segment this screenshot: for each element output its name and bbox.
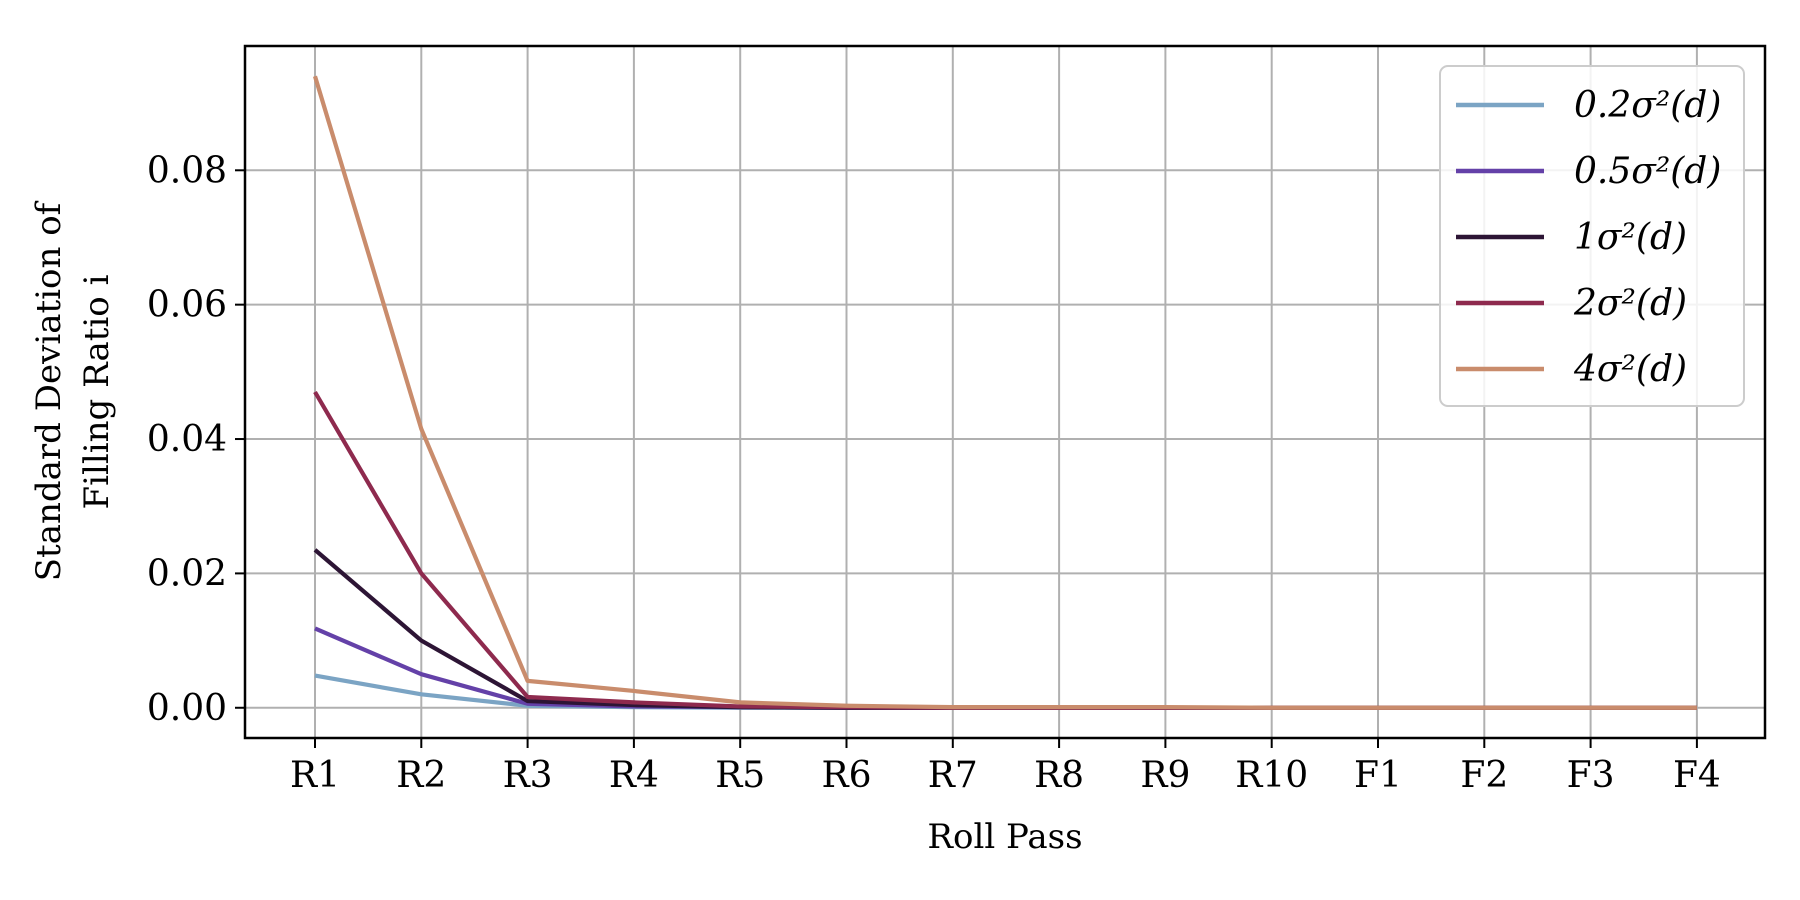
- x-tick-label: F2: [1460, 755, 1508, 796]
- x-axis: R1 R2 R3 R4 R5 R6 R7 R8 R9 R10 F1 F2 F3 F4: [290, 738, 1721, 796]
- y-tick-label: 0.08: [147, 150, 227, 191]
- x-tick-label: F4: [1673, 755, 1721, 796]
- legend: 0.2σ²(d) 0.5σ²(d) 1σ²(d) 2σ²(d) 4σ²(d): [1439, 65, 1745, 407]
- x-tick-label: F3: [1567, 755, 1615, 796]
- x-tick-label: R2: [396, 755, 446, 796]
- series-lines: [312, 75, 1697, 710]
- legend-label: 0.5σ²(d): [1574, 151, 1721, 192]
- x-tick-label: R5: [715, 755, 765, 796]
- series-line-4: [312, 75, 1697, 710]
- legend-box: [1439, 65, 1745, 407]
- plot-area: [243, 44, 1767, 740]
- x-tick-label: R4: [609, 755, 659, 796]
- x-tick-label: F1: [1354, 755, 1402, 796]
- x-tick-label: R10: [1235, 755, 1308, 796]
- y-tick-label: 0.06: [147, 285, 227, 326]
- legend-label: 2σ²(d): [1573, 283, 1687, 324]
- x-axis-label: Roll Pass: [927, 817, 1082, 857]
- legend-label: 1σ²(d): [1574, 217, 1687, 258]
- x-tick-label: R8: [1034, 755, 1084, 796]
- x-tick-label: R6: [821, 755, 871, 796]
- y-axis-label-line: Filling Ratio i: [77, 274, 117, 509]
- y-tick-label: 0.00: [147, 688, 227, 729]
- x-tick-label: R1: [290, 755, 340, 796]
- x-tick-label: R7: [928, 755, 978, 796]
- y-axis-label: Standard Deviation of Filling Ratio i: [29, 200, 117, 581]
- y-tick-label: 0.04: [147, 419, 227, 460]
- x-tick-label: R9: [1140, 755, 1190, 796]
- legend-label: 4σ²(d): [1573, 349, 1687, 390]
- y-axis: 0.00 0.02 0.04 0.06 0.08: [147, 150, 245, 729]
- legend-label: 0.2σ²(d): [1574, 85, 1721, 126]
- y-tick-label: 0.02: [147, 553, 227, 594]
- x-tick-label: R3: [503, 755, 553, 796]
- y-axis-label-line: Standard Deviation of: [29, 200, 69, 581]
